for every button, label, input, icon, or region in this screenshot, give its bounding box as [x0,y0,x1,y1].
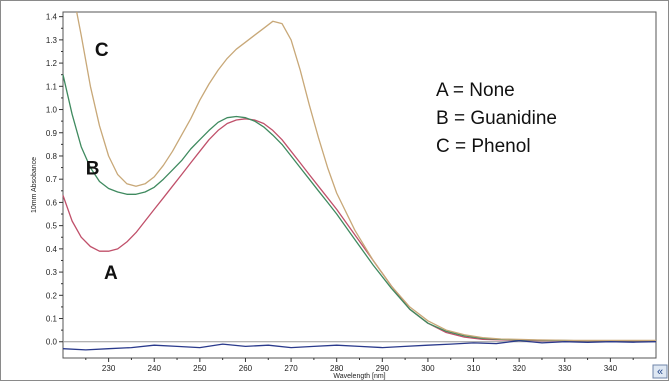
x-tick-label: 330 [558,364,572,373]
scroll-button[interactable]: « [652,364,668,379]
y-tick-label: 1.4 [46,13,58,22]
y-tick-label: 1.1 [46,82,58,91]
x-tick-label: 290 [376,364,390,373]
x-tick-label: 250 [193,364,207,373]
x-tick-label: 270 [284,364,298,373]
double-chevron-left-icon: « [657,366,663,378]
x-axis-title: Wavelength [nm] [333,373,385,380]
y-tick-label: 0.9 [46,129,58,138]
y-axis-title: 10mm Absobance [31,157,38,213]
curve-label-c: C [95,40,109,61]
y-tick-label: 0.0 [46,338,58,347]
y-tick-label: 0.7 [46,175,58,184]
legend-entry: A = None [436,80,515,101]
series-lines [62,11,657,351]
series-line-baseline [62,339,657,351]
y-tick-label: 1.0 [46,106,58,115]
y-tick-label: 0.6 [46,198,58,207]
x-tick-label: 260 [239,364,253,373]
y-tick-label: 1.3 [46,36,58,45]
x-tick-label: 300 [421,364,435,373]
curve-labels: C B A [86,40,118,284]
y-tick-label: 0.5 [46,222,58,231]
axes: 0.0 0.1 0.2 0.3 0.4 0.5 0.6 0.7 0.8 0.9 1.0 1.1 1.2 1… [31,11,657,380]
y-tick-label: 0.3 [46,268,58,277]
x-tick-label: 340 [604,364,618,373]
y-tick-label: 0.8 [46,152,58,161]
legend-entry: C = Phenol [436,136,531,157]
x-tick-label: 230 [102,364,116,373]
y-tick-label: 1.2 [46,59,58,68]
x-tick-label: 280 [330,364,344,373]
curve-label-a: A [104,263,118,284]
series-line-c [76,11,656,342]
y-tick-label: 0.2 [46,291,58,300]
legend: A = None B = Guanidine C = Phenol [436,80,557,157]
y-tick-label: 0.1 [46,315,58,324]
legend-entry: B = Guanidine [436,108,557,129]
x-tick-label: 320 [512,364,526,373]
curve-label-b: B [86,159,100,180]
x-tick-label: 310 [467,364,481,373]
x-tick-label: 240 [148,364,162,373]
y-tick-label: 0.4 [46,245,58,254]
